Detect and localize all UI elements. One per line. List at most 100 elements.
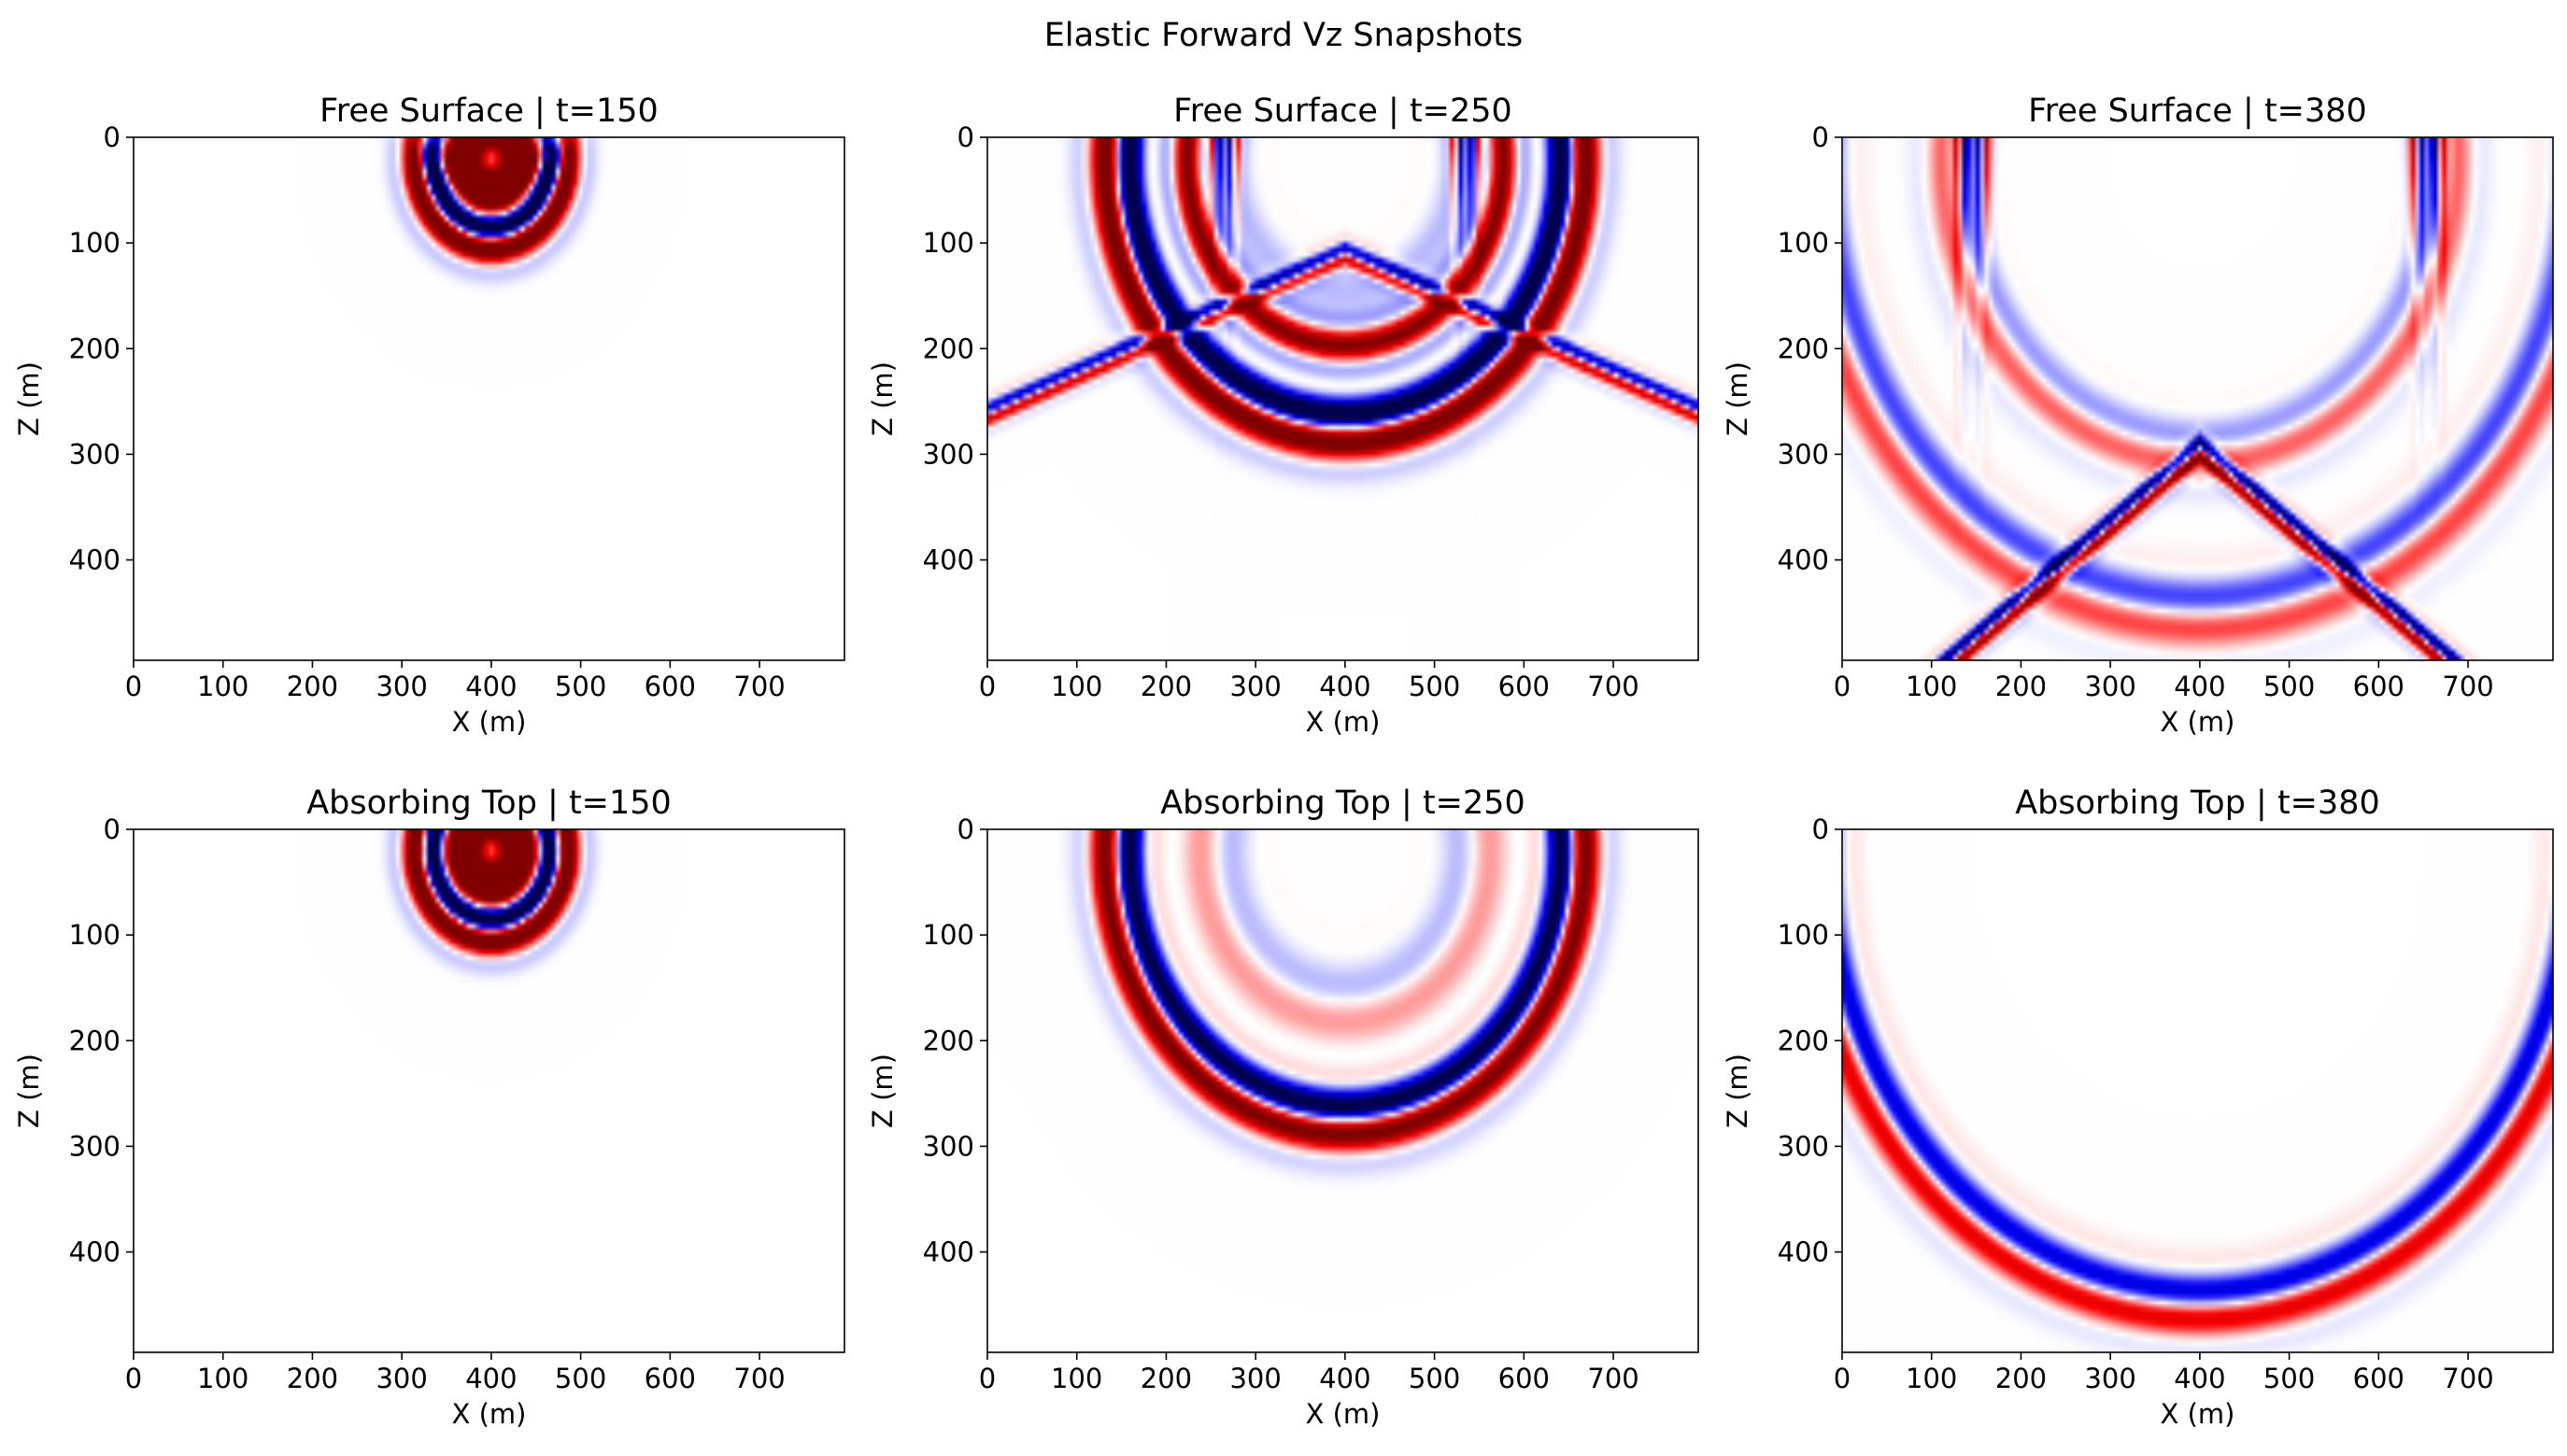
x-tick-label: 300 [1229, 1363, 1281, 1394]
x-tick-label: 100 [1906, 671, 1957, 702]
x-tick-label: 100 [1906, 1363, 1957, 1394]
x-tick-label: 500 [1409, 671, 1460, 702]
x-tick-label: 300 [2084, 671, 2135, 702]
y-tick-label: 300 [69, 1130, 121, 1162]
y-axis-label: Z (m) [1722, 1053, 1753, 1128]
wavefield-heatmap [987, 137, 1698, 660]
x-tick-label: 500 [1409, 1363, 1460, 1394]
y-tick-label: 300 [1778, 1130, 1829, 1162]
x-tick-label: 700 [2442, 1363, 2493, 1394]
panel-4: Absorbing Top | t=150 0 100 200 300 400 500 600… [13, 785, 845, 1430]
y-tick-label: 300 [923, 438, 974, 470]
y-tick-label: 0 [1812, 813, 1829, 845]
y-tick-label: 200 [1778, 1025, 1829, 1056]
panel-title: Free Surface | t=250 [1173, 92, 1512, 130]
x-tick-label: 200 [1141, 1363, 1192, 1394]
panel-title: Free Surface | t=150 [319, 92, 659, 130]
x-tick-label: 500 [2263, 671, 2315, 702]
wavefield-heatmap [134, 137, 844, 660]
y-tick-label: 100 [923, 227, 974, 259]
x-axis-label: X (m) [452, 1398, 527, 1430]
x-tick-label: 0 [125, 1363, 142, 1394]
x-tick-label: 100 [197, 671, 248, 702]
axes-frame [133, 136, 845, 661]
x-tick-label: 400 [2174, 1363, 2225, 1394]
wavefield-heatmap [1842, 829, 2553, 1352]
x-tick-label: 600 [1498, 671, 1550, 702]
y-tick-label: 200 [69, 332, 121, 364]
y-axis-label: Z (m) [13, 361, 45, 436]
y-tick-label: 100 [69, 227, 121, 259]
y-axis-label: Z (m) [13, 1053, 45, 1128]
x-tick-label: 700 [733, 671, 785, 702]
y-tick-label: 0 [104, 121, 121, 153]
panel-2: Free Surface | t=250 0 100 200 300 400 500 600 7… [867, 92, 1699, 738]
x-tick-label: 100 [1051, 1363, 1102, 1394]
panel-title: Absorbing Top | t=380 [2015, 785, 2380, 822]
x-tick-label: 700 [1587, 671, 1638, 702]
x-tick-label: 200 [1995, 1363, 2047, 1394]
y-tick-label: 200 [923, 1025, 974, 1056]
x-tick-label: 400 [2174, 671, 2225, 702]
axes-frame [133, 828, 845, 1353]
y-axis-label: Z (m) [1722, 361, 1753, 436]
x-tick-label: 0 [1834, 671, 1851, 702]
y-tick-label: 200 [1778, 332, 1829, 364]
y-tick-label: 400 [1778, 1237, 1829, 1268]
y-tick-label: 0 [957, 121, 974, 153]
x-tick-label: 200 [287, 671, 338, 702]
y-tick-label: 100 [69, 919, 121, 951]
x-tick-label: 600 [645, 671, 696, 702]
y-tick-label: 400 [923, 1237, 974, 1268]
x-tick-label: 200 [1141, 671, 1192, 702]
x-tick-label: 400 [1319, 671, 1370, 702]
y-tick-label: 300 [69, 438, 121, 470]
x-tick-label: 500 [2263, 1363, 2315, 1394]
x-tick-label: 500 [555, 671, 606, 702]
x-tick-label: 200 [287, 1363, 338, 1394]
y-tick-label: 400 [1778, 544, 1829, 576]
figure-suptitle: Elastic Forward Vz Snapshots [1044, 17, 1524, 54]
wavefield-heatmap [134, 829, 844, 1352]
axes-frame [986, 136, 1699, 661]
x-axis-label: X (m) [2161, 706, 2235, 738]
x-tick-label: 300 [376, 671, 427, 702]
x-tick-label: 400 [465, 1363, 517, 1394]
wavefield-heatmap [1842, 137, 2553, 660]
x-tick-label: 600 [1498, 1363, 1550, 1394]
x-tick-label: 0 [979, 1363, 996, 1394]
x-tick-label: 300 [1229, 671, 1281, 702]
y-tick-label: 100 [1778, 227, 1829, 259]
axes-frame [986, 828, 1699, 1353]
y-tick-label: 200 [923, 332, 974, 364]
y-tick-label: 300 [923, 1130, 974, 1162]
panel-6: Absorbing Top | t=380 0 100 200 300 400 500 600… [1722, 785, 2554, 1430]
x-tick-label: 600 [645, 1363, 696, 1394]
x-axis-label: X (m) [1306, 1398, 1381, 1430]
x-axis-label: X (m) [1306, 706, 1381, 738]
panel-title: Absorbing Top | t=150 [306, 785, 672, 822]
x-tick-label: 200 [1995, 671, 2047, 702]
y-tick-label: 0 [104, 813, 121, 845]
y-tick-label: 200 [69, 1025, 121, 1056]
wavefield-heatmap [987, 829, 1698, 1352]
x-tick-label: 400 [1319, 1363, 1370, 1394]
x-tick-label: 400 [465, 671, 517, 702]
panel-5: Absorbing Top | t=250 0 100 200 300 400 500 600… [867, 785, 1699, 1430]
panels: Free Surface | t=150 0 100 200 300 400 500 600 7… [13, 92, 2554, 1430]
y-tick-label: 400 [69, 544, 121, 576]
y-tick-label: 0 [957, 813, 974, 845]
axes-frame [1841, 136, 2554, 661]
y-tick-label: 400 [69, 1237, 121, 1268]
y-axis-label: Z (m) [867, 361, 899, 436]
x-tick-label: 100 [1051, 671, 1102, 702]
y-tick-label: 100 [923, 919, 974, 951]
x-tick-label: 300 [2084, 1363, 2135, 1394]
x-tick-label: 700 [1587, 1363, 1638, 1394]
y-tick-label: 0 [1812, 121, 1829, 153]
panel-1: Free Surface | t=150 0 100 200 300 400 500 600 7… [13, 92, 845, 738]
y-tick-label: 300 [1778, 438, 1829, 470]
x-axis-label: X (m) [2161, 1398, 2235, 1430]
panel-3: Free Surface | t=380 0 100 200 300 400 500 600 7… [1722, 92, 2554, 738]
